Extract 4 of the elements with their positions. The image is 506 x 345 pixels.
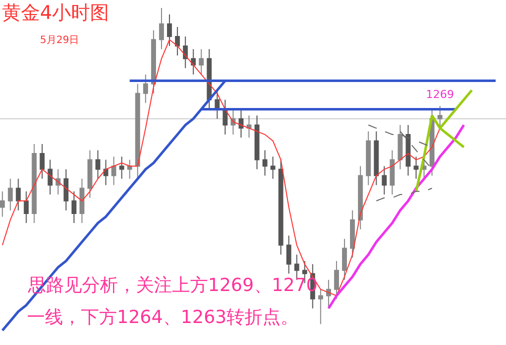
chart-title: 黄金4小时图: [2, 2, 110, 24]
annotation: 一线，下方1264、1263转折点。: [27, 307, 299, 328]
text: 5月29日: [40, 35, 80, 46]
annotation: 1269: [426, 88, 454, 101]
